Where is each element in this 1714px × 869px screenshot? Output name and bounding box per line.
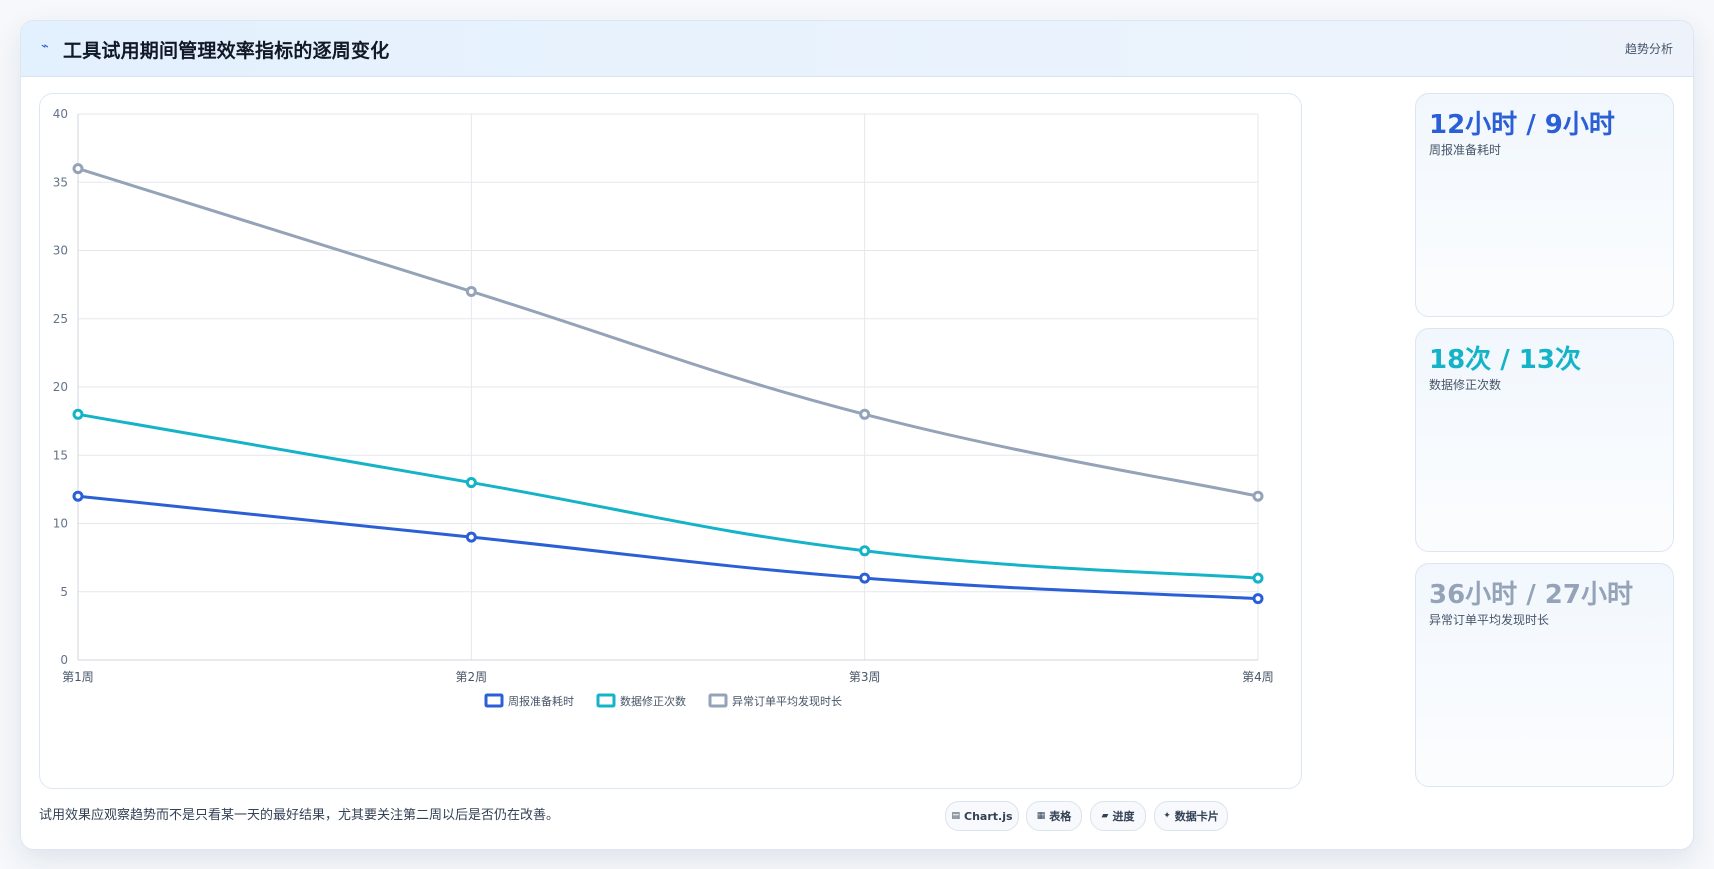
stat-card-weekly-report: 12小时 / 9小时 周报准备耗时 — [1415, 93, 1674, 317]
y-tick-label: 35 — [53, 175, 68, 189]
data-point — [465, 285, 477, 297]
tag-label: 进度 — [1112, 810, 1135, 823]
legend-swatch — [484, 693, 504, 708]
tag-label: Chart.js — [964, 809, 1013, 823]
chart-card: ⌁ 工具试用期间管理效率指标的逐周变化 趋势分析 0 5 10 15 20 25 30 35 4… — [20, 20, 1694, 850]
data-point — [465, 477, 477, 489]
tag-table[interactable]: ▦ 表格 — [1026, 801, 1082, 831]
data-point — [1252, 490, 1264, 502]
x-tick-label: 第2周 — [456, 670, 488, 684]
legend-swatch — [596, 693, 616, 708]
card-icon: ✦ — [1163, 811, 1171, 821]
y-tick-label: 40 — [53, 107, 68, 121]
stat-value: 12小时 / 9小时 — [1429, 110, 1615, 140]
trend-analysis-link[interactable]: 趋势分析 — [1624, 42, 1673, 56]
tag-label: 数据卡片 — [1174, 810, 1219, 823]
tag-progress[interactable]: ▰ 进度 — [1090, 801, 1146, 831]
y-tick-label: 20 — [53, 380, 68, 394]
chart-icon: ▤ — [951, 811, 960, 821]
tag-chartjs[interactable]: ▤ Chart.js — [945, 801, 1019, 831]
chart-icon: ⌁ — [41, 39, 49, 54]
legend-label: 数据修正次数 — [620, 694, 686, 708]
y-tick-label: 0 — [60, 653, 68, 667]
stat-card-exception-detection: 36小时 / 27小时 异常订单平均发现时长 — [1415, 563, 1674, 787]
stat-value: 36小时 / 27小时 — [1429, 580, 1633, 610]
legend-label: 异常订单平均发现时长 — [732, 694, 842, 708]
data-point — [465, 531, 477, 543]
series-line — [76, 167, 1260, 498]
tag-data-card[interactable]: ✦ 数据卡片 — [1154, 801, 1228, 831]
data-point — [72, 163, 84, 175]
legend-swatch — [708, 693, 728, 708]
progress-icon: ▰ — [1101, 811, 1109, 821]
y-tick-label: 10 — [53, 517, 68, 531]
stat-value: 18次 / 13次 — [1429, 345, 1581, 375]
footer-note: 试用效果应观察趋势而不是只看某一天的最好结果，尤其要关注第二周以后是否仍在改善。 — [39, 808, 560, 823]
stat-label: 数据修正次数 — [1429, 378, 1502, 392]
data-point — [72, 408, 84, 420]
data-point — [72, 490, 84, 502]
x-tick-label: 第4周 — [1242, 670, 1274, 684]
y-tick-label: 25 — [53, 312, 68, 326]
legend-label: 周报准备耗时 — [508, 694, 574, 708]
data-point — [859, 572, 871, 584]
stat-label: 异常订单平均发现时长 — [1429, 613, 1550, 627]
stat-label: 周报准备耗时 — [1429, 143, 1502, 157]
series-line — [76, 412, 1260, 580]
data-point — [1252, 593, 1264, 605]
tag-label: 表格 — [1049, 810, 1072, 823]
x-tick-label: 第1周 — [62, 670, 94, 684]
data-point — [1252, 572, 1264, 584]
data-point — [859, 408, 871, 420]
y-tick-label: 5 — [60, 585, 68, 599]
card-header: ⌁ 工具试用期间管理效率指标的逐周变化 趋势分析 — [21, 21, 1693, 77]
data-point — [859, 545, 871, 557]
chart-panel: 0 5 10 15 20 25 30 35 40 第1周 第2周 第3周 第4周周报准备耗时 数据修正次数… — [39, 93, 1302, 789]
stat-card-data-corrections: 18次 / 13次 数据修正次数 — [1415, 328, 1674, 552]
page-title: 工具试用期间管理效率指标的逐周变化 — [63, 40, 390, 62]
series-line — [76, 494, 1260, 601]
table-icon: ▦ — [1036, 811, 1046, 821]
y-tick-label: 30 — [53, 244, 68, 258]
x-tick-label: 第3周 — [849, 670, 881, 684]
y-tick-label: 15 — [53, 448, 68, 462]
